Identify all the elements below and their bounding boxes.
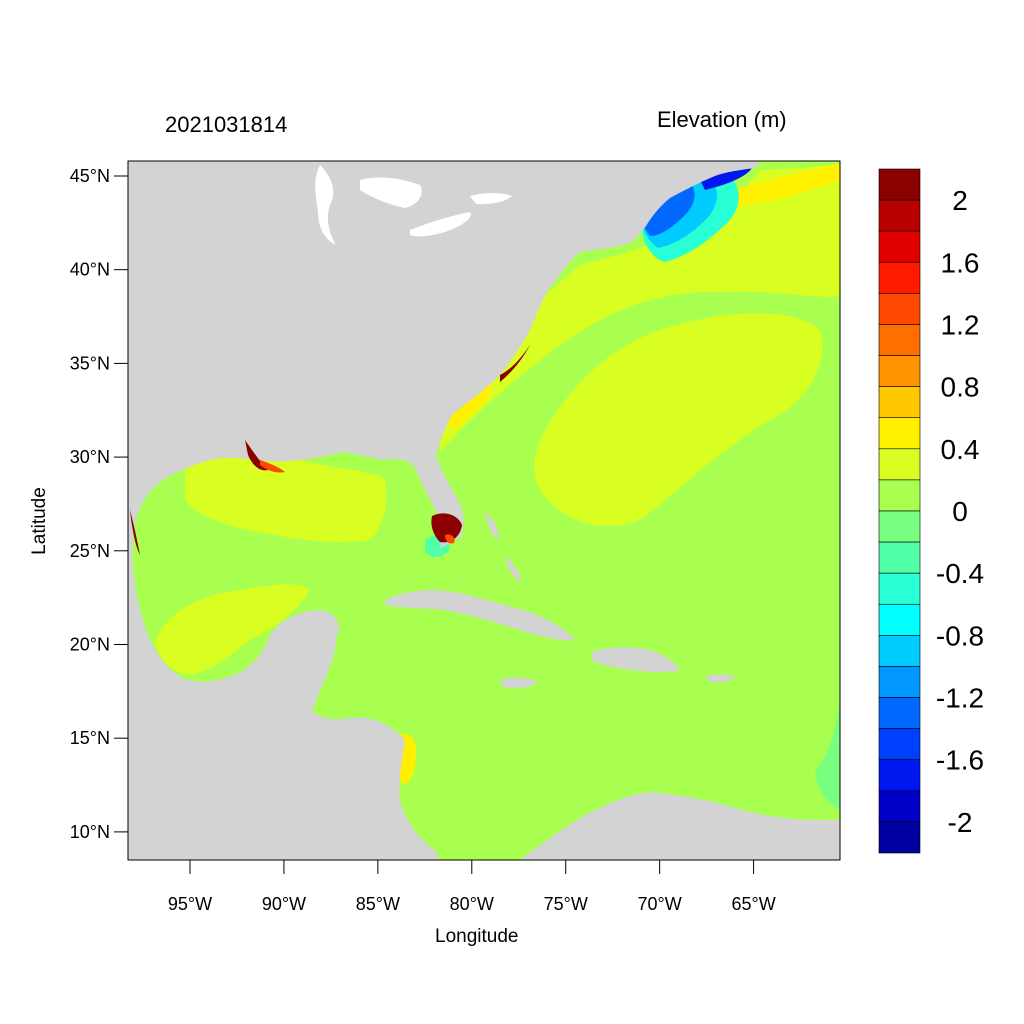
x-tick-label: 85°W	[356, 894, 400, 914]
colorbar-swatch	[878, 759, 921, 792]
plot-title: Elevation (m)	[657, 107, 787, 132]
colorbar-swatch	[878, 603, 921, 636]
south-florida-surge-core	[445, 534, 455, 544]
central-america-coast-high	[400, 733, 417, 784]
y-tick-label: 40°N	[70, 260, 110, 280]
colorbar-label: -2	[948, 807, 973, 838]
bahamas-islands	[485, 512, 521, 582]
colorbar-swatch	[878, 572, 921, 605]
colorbar-swatch	[878, 448, 921, 481]
louisiana-surge-edge	[260, 460, 285, 473]
y-tick-label: 15°N	[70, 728, 110, 748]
south-america-land	[520, 792, 840, 860]
north-america-land	[128, 161, 760, 565]
yucatan-peninsula	[270, 610, 340, 640]
y-axis-ticks: 45°N 40°N 35°N 30°N 25°N 20°N 15°N 10°N	[70, 166, 128, 842]
x-axis-ticks: 95°W 90°W 85°W 80°W 75°W 70°W 65°W	[168, 860, 776, 914]
gulf-high-zone	[185, 453, 387, 543]
colorbar-label: 0	[952, 496, 968, 527]
lesser-antilles-low	[815, 700, 840, 810]
central-america-land	[128, 565, 440, 860]
colorbar-label: 2	[952, 185, 968, 216]
lake-ontario	[470, 193, 512, 205]
colorbar-swatch	[878, 697, 921, 729]
lake-michigan	[315, 165, 336, 245]
datestamp-label: 2021031814	[165, 112, 288, 137]
y-tick-label: 45°N	[70, 166, 110, 186]
colorbar-label: -0.8	[936, 620, 984, 651]
bay-of-fundy-low	[700, 167, 752, 190]
y-tick-label: 30°N	[70, 447, 110, 467]
colorbar-swatch	[878, 728, 921, 761]
x-tick-label: 90°W	[262, 894, 306, 914]
texas-coast-surge	[130, 510, 140, 555]
colorbar-swatch	[878, 479, 921, 512]
x-tick-label: 80°W	[450, 894, 494, 914]
colorbar-label: -0.4	[936, 558, 984, 589]
carolina-coast-surge	[500, 345, 530, 382]
colorbar-label: -1.2	[936, 683, 984, 714]
jamaica-island	[500, 677, 538, 689]
colorbar-swatch	[878, 168, 921, 201]
y-tick-label: 20°N	[70, 634, 110, 654]
x-axis-title: Longitude	[435, 926, 519, 947]
bay-of-campeche-high-zone	[155, 584, 310, 675]
colorbar-swatch	[878, 790, 921, 823]
x-tick-label: 70°W	[638, 894, 682, 914]
colorbar-swatch	[878, 386, 921, 419]
x-tick-label: 75°W	[544, 894, 588, 914]
colorbar-swatch	[878, 666, 921, 698]
cuba-island	[385, 590, 575, 641]
puerto-rico-island	[706, 674, 736, 683]
colorbar-label: 1.6	[941, 247, 980, 278]
louisiana-surge	[245, 440, 268, 471]
x-tick-label: 95°W	[168, 894, 212, 914]
colorbar-swatch	[878, 355, 921, 387]
colorbar-label: 0.8	[941, 372, 980, 403]
colorbar-swatch	[878, 821, 921, 854]
y-tick-label: 25°N	[70, 541, 110, 561]
y-tick-label: 10°N	[70, 822, 110, 842]
map-panel	[128, 161, 840, 860]
y-tick-label: 35°N	[70, 353, 110, 373]
plot-frame	[127, 160, 841, 861]
lake-huron	[360, 177, 422, 208]
nova-scotia-high	[730, 163, 840, 205]
elevation-colorbar	[878, 168, 921, 854]
colorbar-swatch	[878, 417, 921, 450]
colorbar-swatch	[878, 199, 921, 232]
colorbar-labels: 2 1.6 1.2 0.8 0.4 0 -0.4 -0.8 -1.2 -1.6 -2	[936, 185, 984, 838]
colorbar-swatch	[878, 541, 921, 574]
colorbar-swatch	[878, 635, 921, 667]
colorbar-swatch	[878, 293, 921, 325]
colorbar-label: 1.2	[941, 309, 980, 340]
south-florida-surge	[431, 513, 462, 543]
colorbar-label: 0.4	[941, 434, 980, 465]
central-atlantic-high-zone	[534, 313, 823, 526]
colorbar-swatch	[878, 261, 921, 294]
colorbar-swatch	[878, 510, 921, 543]
lake-erie	[410, 212, 471, 237]
colorbar-swatch	[878, 324, 921, 356]
hispaniola-island	[592, 647, 680, 673]
atlantic-high-zone	[440, 165, 840, 452]
x-tick-label: 65°W	[731, 894, 775, 914]
colorbar-label: -1.6	[936, 745, 984, 776]
colorbar-swatch	[878, 230, 921, 263]
